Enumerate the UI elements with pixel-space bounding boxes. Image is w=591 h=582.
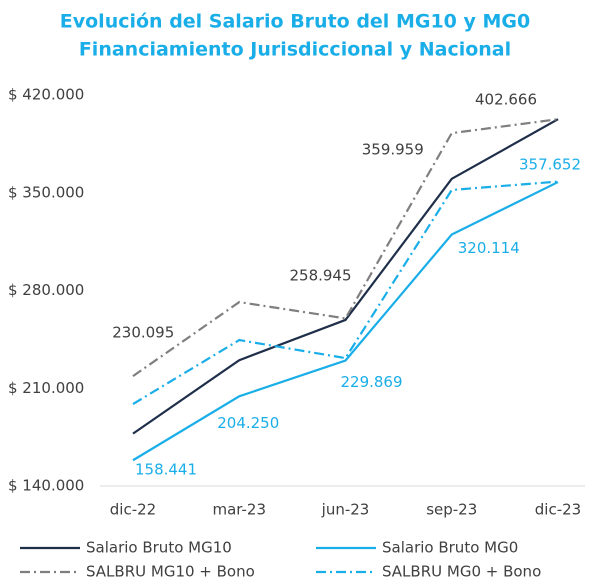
y-tick-label: $ 210.000 (8, 379, 84, 397)
y-tick-label: $ 280.000 (8, 281, 84, 299)
x-tick-label: jun-23 (321, 501, 370, 519)
data-label: 359.959 (362, 140, 424, 158)
data-label: 158.441 (135, 461, 197, 479)
y-tick-label: $ 350.000 (8, 183, 84, 201)
y-tick-label: $ 140.000 (8, 477, 84, 495)
series-line (132, 118, 559, 435)
legend-label: SALBRU MG10 + Bono (86, 563, 255, 581)
series-line (132, 118, 559, 378)
x-tick-label: sep-23 (426, 501, 477, 519)
data-label: 320.114 (458, 239, 520, 257)
data-label: 230.095 (112, 324, 174, 342)
y-tick-label: $ 420.000 (8, 86, 84, 104)
x-tick-label: mar-23 (212, 501, 266, 519)
x-tick-label: dic-22 (110, 501, 156, 519)
series-line (132, 180, 559, 405)
chart-title: Evolución del Salario Bruto del MG10 y M… (60, 11, 530, 33)
data-label: 258.945 (289, 266, 351, 284)
x-tick-label: dic-23 (535, 501, 581, 519)
legend-label: Salario Bruto MG0 (382, 539, 518, 557)
data-label: 357.652 (519, 156, 581, 174)
chart-title: Financiamiento Jurisdiccional y Nacional (79, 39, 511, 61)
series-line (132, 181, 559, 462)
legend-label: Salario Bruto MG10 (86, 539, 232, 557)
data-label: 229.869 (340, 373, 402, 391)
legend-label: SALBRU MG0 + Bono (382, 563, 541, 581)
data-label: 204.250 (217, 414, 279, 432)
data-label: 402.666 (475, 91, 537, 109)
